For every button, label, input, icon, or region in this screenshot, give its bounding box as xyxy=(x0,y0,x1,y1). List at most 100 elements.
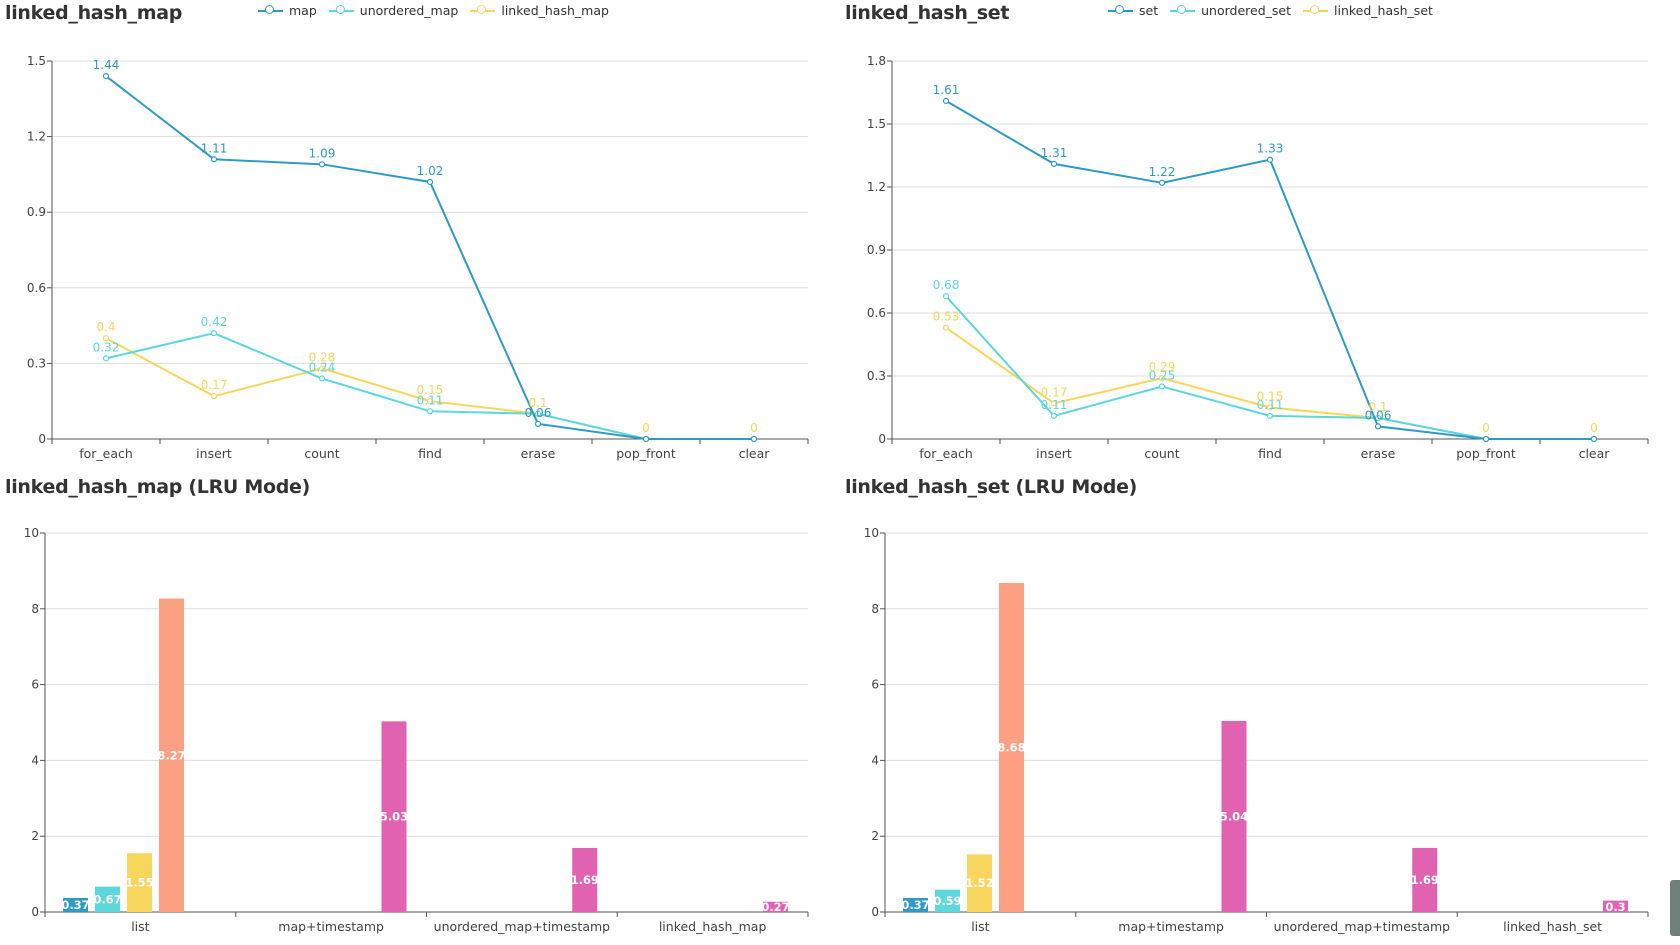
data-label: 1.22 xyxy=(1149,165,1176,179)
bar-orange xyxy=(159,598,184,912)
y-tick-label: 6 xyxy=(31,678,39,692)
data-label: 0.1 xyxy=(1368,400,1387,414)
bar-blue xyxy=(903,897,928,912)
data-label: 0.29 xyxy=(1149,360,1176,374)
bar-chart-linked-hash-set-lru: 0 2 4 6 8 10 list map+timestamp unordered_map+ti… xyxy=(864,526,1649,934)
chart-title: linked_hash_map xyxy=(5,2,183,24)
data-point xyxy=(1158,383,1166,390)
data-point xyxy=(426,398,434,405)
page-scrollbar[interactable] xyxy=(1670,880,1680,936)
data-label: 0 xyxy=(642,421,650,435)
bar-orange xyxy=(999,583,1024,912)
data-label: 0 xyxy=(1482,421,1490,435)
y-tick-label: 0 xyxy=(878,432,886,446)
data-label: 0.68 xyxy=(933,278,960,292)
data-label: 0 xyxy=(750,421,758,435)
data-point xyxy=(102,355,110,362)
data-label: 0.17 xyxy=(201,378,228,392)
x-tick-label: count xyxy=(1144,446,1179,461)
y-tick-label: 0.9 xyxy=(27,205,46,219)
x-tick-label: clear xyxy=(739,446,771,461)
legend-line-circle-icon xyxy=(470,4,496,18)
bar-pink xyxy=(572,847,598,912)
legend-item-linked-hash-map[interactable]: linked_hash_map xyxy=(470,3,609,18)
data-label: 0.53 xyxy=(933,310,960,324)
legend-label: unordered_map xyxy=(359,3,459,18)
chart-panel-linked-hash-set: linked_hash_set set unordered_set linked… xyxy=(840,0,1680,472)
line-chart-linked-hash-set: 0 0.3 0.6 0.9 1.2 1.5 1.8 for_each insert count fi… xyxy=(867,54,1649,461)
bar-label: 1.69 xyxy=(571,873,599,887)
y-tick-label: 1.2 xyxy=(867,180,886,194)
data-point xyxy=(1050,412,1058,419)
data-point xyxy=(1266,412,1274,419)
data-point xyxy=(318,365,326,372)
x-tick-label: map+timestamp xyxy=(1118,919,1224,934)
data-point xyxy=(750,435,758,443)
data-point xyxy=(534,420,542,427)
data-point xyxy=(318,161,326,168)
legend-line-circle-icon xyxy=(1170,4,1196,18)
bar-label: 5.04 xyxy=(1220,809,1248,823)
data-label: 0.24 xyxy=(309,361,336,375)
data-point xyxy=(942,293,950,300)
chart-title: linked_hash_set (LRU Mode) xyxy=(845,476,1138,498)
x-tick-label: count xyxy=(304,446,339,461)
legend-item-map[interactable]: map xyxy=(258,3,317,18)
y-tick-label: 0 xyxy=(38,432,46,446)
x-tick-label: erase xyxy=(1361,446,1396,461)
y-tick-label: 10 xyxy=(864,526,879,540)
x-tick-label: linked_hash_set xyxy=(1503,919,1602,934)
line-chart-linked-hash-map: 0 0.3 0.6 0.9 1.2 1.5 for_each insert count find e… xyxy=(27,54,809,461)
bar-label: 0.27 xyxy=(761,900,789,914)
data-label: 0.17 xyxy=(1041,385,1068,399)
data-label: 0.06 xyxy=(1365,408,1392,422)
bar-label: 8.27 xyxy=(157,748,185,762)
data-point xyxy=(942,97,950,105)
legend-item-linked-hash-set[interactable]: linked_hash_set xyxy=(1303,3,1433,18)
legend-item-unordered-set[interactable]: unordered_set xyxy=(1170,3,1291,18)
bar-label: 1.55 xyxy=(125,876,153,890)
bar-label: 8.68 xyxy=(997,741,1025,755)
y-tick-label: 0 xyxy=(31,905,39,919)
bar-pink xyxy=(1603,900,1628,912)
data-label: 0.11 xyxy=(1041,398,1068,412)
data-point xyxy=(210,156,218,163)
x-tick-label: clear xyxy=(1579,446,1611,461)
legend-item-unordered-map[interactable]: unordered_map xyxy=(328,3,459,18)
data-point xyxy=(1266,156,1274,163)
chart-title: linked_hash_set xyxy=(845,2,1010,24)
data-point xyxy=(210,393,218,400)
data-label: 0.25 xyxy=(1149,369,1176,383)
series-line-linked-hash-set xyxy=(945,326,1594,440)
x-tick-label: pop_front xyxy=(1456,446,1516,461)
legend-item-set[interactable]: set xyxy=(1108,3,1158,18)
y-tick-label: 1.5 xyxy=(27,54,46,68)
y-tick-label: 1.8 xyxy=(867,54,886,68)
x-tick-label: linked_hash_map xyxy=(659,919,767,934)
bar-label: 0.59 xyxy=(933,894,961,908)
data-point xyxy=(102,335,110,342)
bar-label: 5.03 xyxy=(380,810,408,824)
data-point xyxy=(102,73,110,80)
y-tick-label: 0 xyxy=(871,905,879,919)
bar-pink xyxy=(1412,847,1438,912)
data-label: 1.44 xyxy=(93,58,120,72)
y-tick-label: 0.6 xyxy=(867,306,886,320)
legend-line-circle-icon xyxy=(258,4,283,18)
y-tick-label: 0.9 xyxy=(867,243,886,257)
data-label: 0.11 xyxy=(417,393,444,407)
y-tick-label: 2 xyxy=(871,829,879,843)
bar-label: 0.37 xyxy=(61,898,89,912)
y-tick-label: 1.5 xyxy=(867,117,886,131)
data-label: 0.28 xyxy=(309,350,336,364)
x-tick-label: for_each xyxy=(919,446,973,461)
y-tick-label: 2 xyxy=(31,829,39,843)
data-point xyxy=(426,178,434,186)
legend-label: unordered_set xyxy=(1201,3,1291,18)
x-tick-label: unordered_map+timestamp xyxy=(434,919,611,934)
data-point xyxy=(1590,435,1598,443)
y-tick-label: 4 xyxy=(31,753,39,767)
data-point xyxy=(642,435,650,443)
y-tick-label: 4 xyxy=(871,753,879,767)
bar-label: 1.52 xyxy=(965,876,993,890)
